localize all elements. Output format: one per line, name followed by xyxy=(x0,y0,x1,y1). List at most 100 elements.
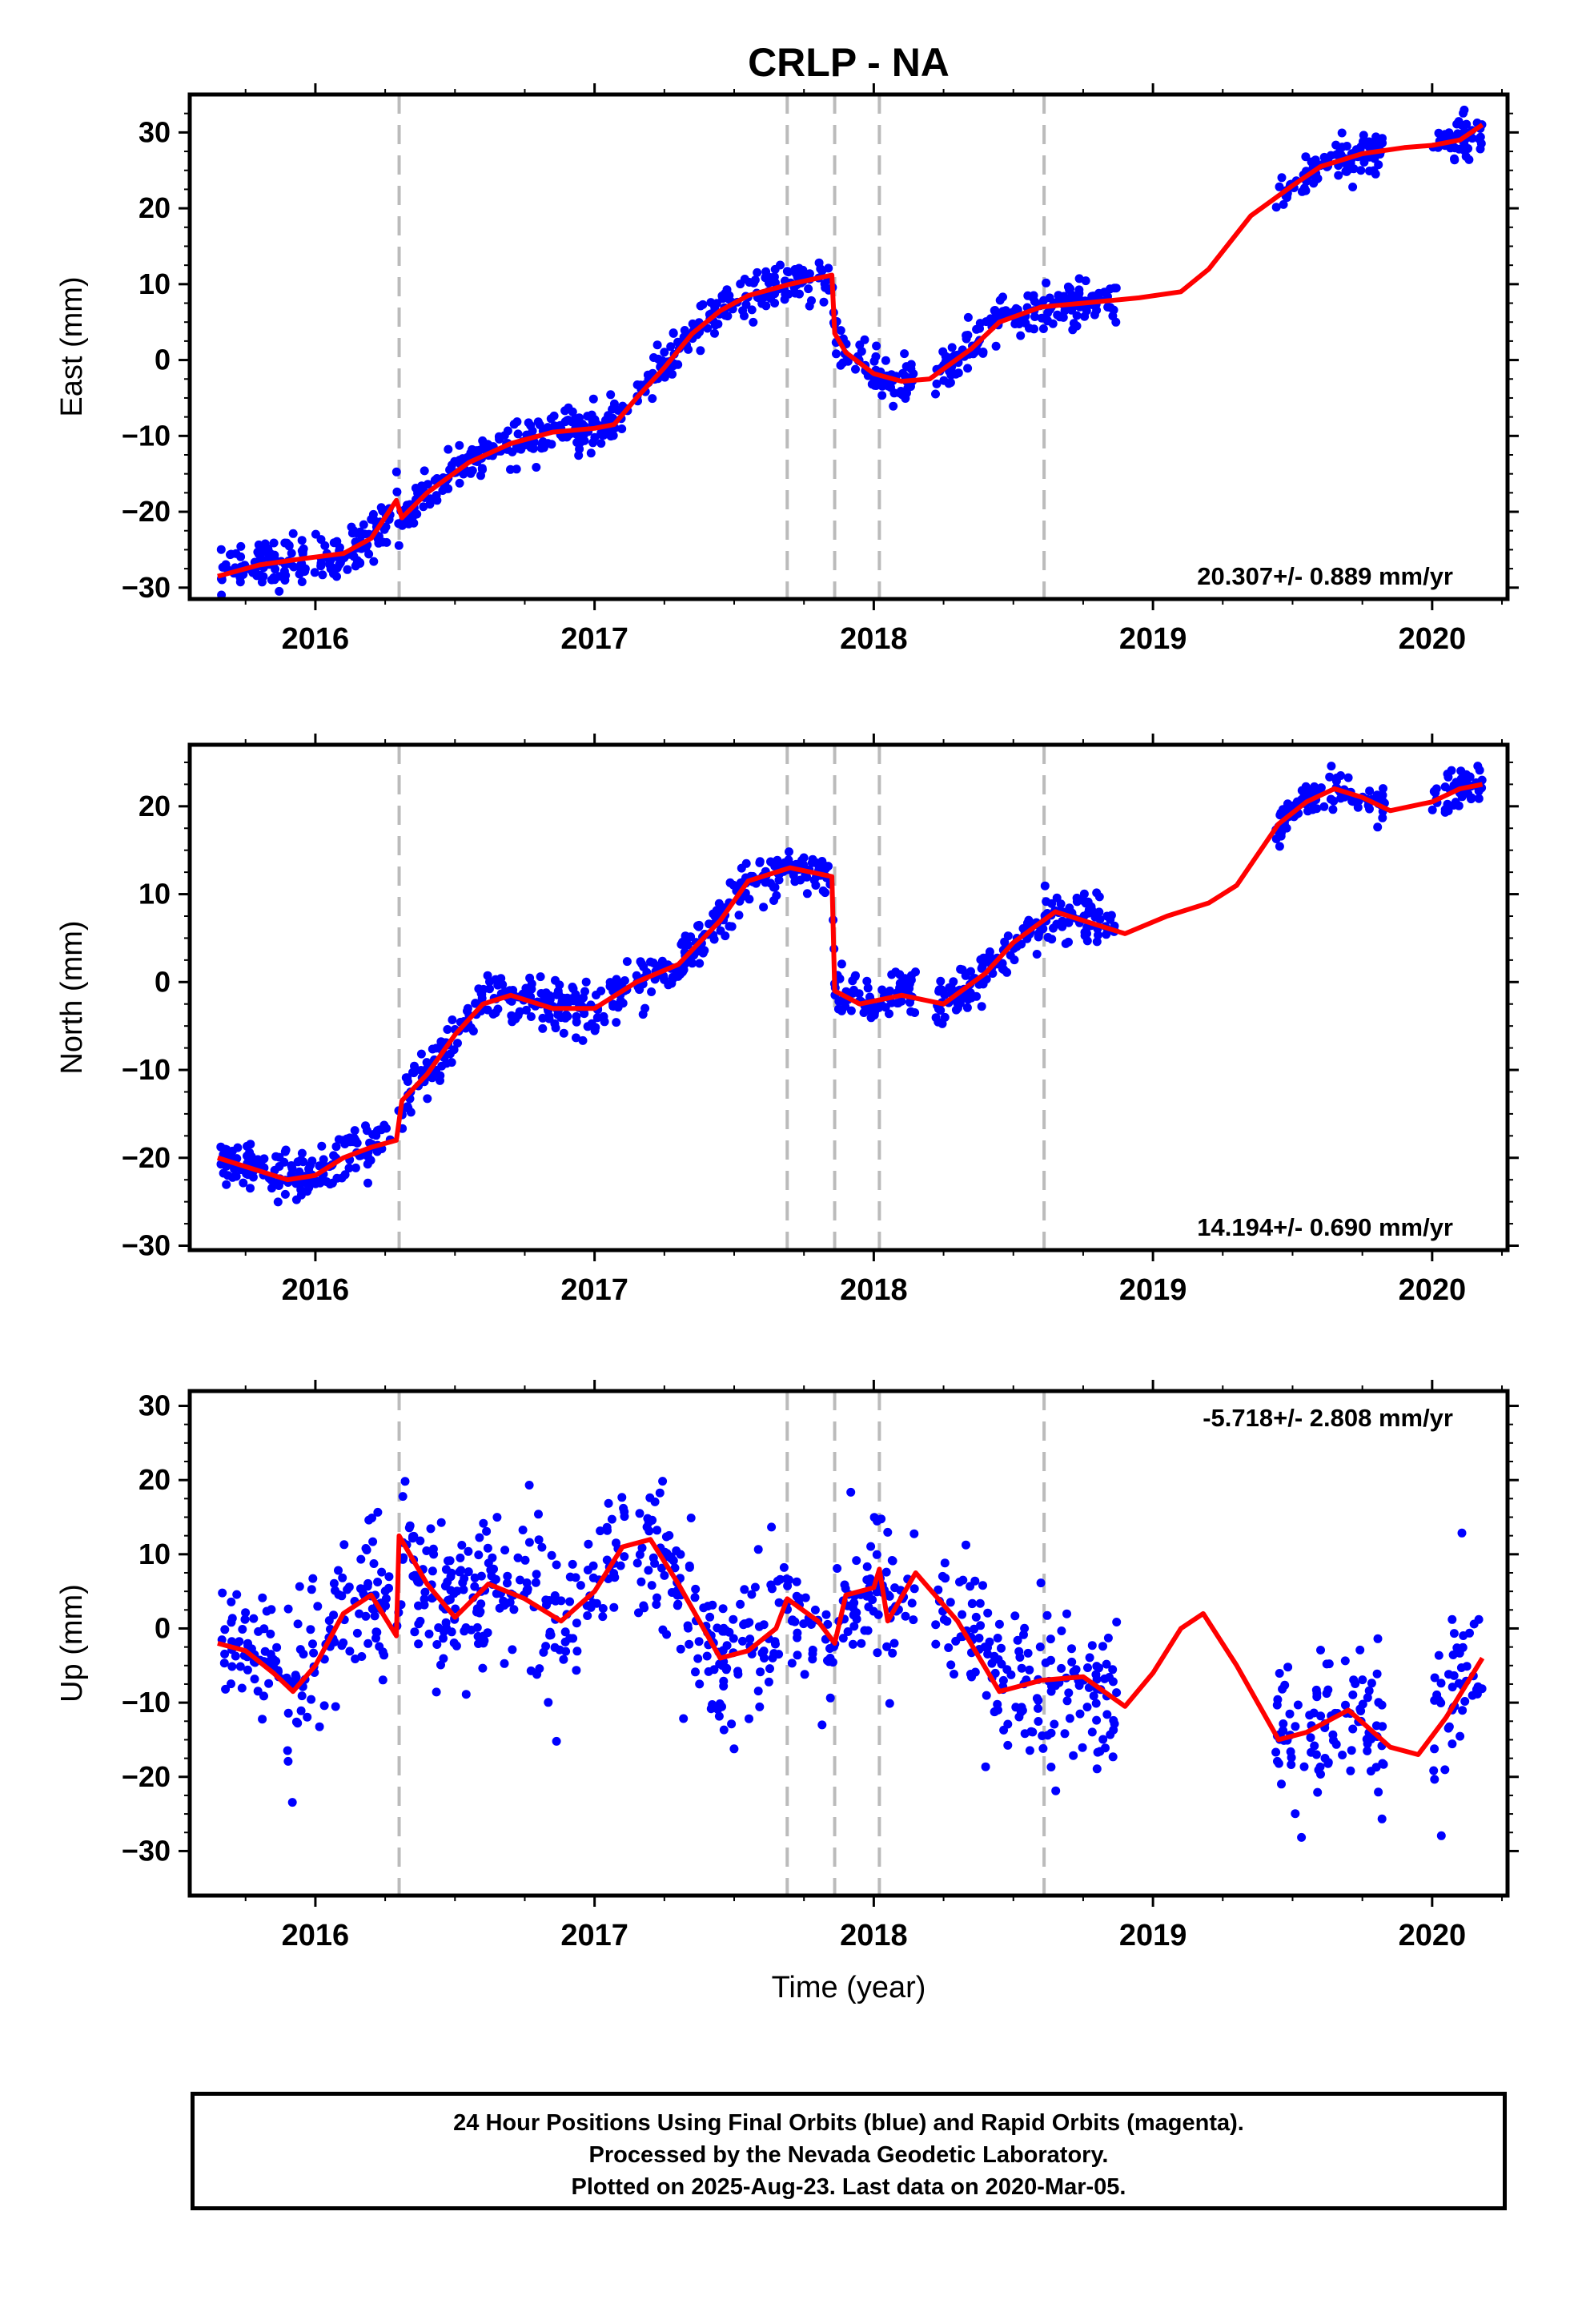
data-point xyxy=(439,1634,448,1643)
data-point xyxy=(370,1611,379,1621)
data-point xyxy=(536,972,545,982)
data-point xyxy=(715,1659,725,1669)
rate-label: 20.307+/- 0.889 mm/yr xyxy=(1197,562,1453,590)
data-point xyxy=(424,1629,434,1638)
data-point xyxy=(606,390,616,400)
y-tick-label: 0 xyxy=(155,344,171,376)
data-point xyxy=(1443,770,1452,778)
data-point xyxy=(931,389,940,399)
data-point xyxy=(363,1160,372,1169)
data-point xyxy=(235,577,245,587)
data-point xyxy=(308,1574,318,1583)
data-point xyxy=(572,1647,582,1656)
data-point xyxy=(837,959,846,969)
data-point xyxy=(478,464,487,474)
data-point xyxy=(1016,331,1026,340)
data-point xyxy=(583,1022,592,1031)
data-point xyxy=(909,1615,918,1625)
data-point xyxy=(459,469,468,479)
data-point xyxy=(895,970,905,979)
data-point xyxy=(745,895,754,904)
data-point xyxy=(638,1010,648,1019)
data-point xyxy=(1375,793,1384,802)
data-point xyxy=(604,411,613,420)
data-point xyxy=(1460,1697,1470,1706)
data-point xyxy=(378,1675,387,1685)
data-point xyxy=(982,1691,991,1700)
data-point xyxy=(246,1140,255,1149)
data-point xyxy=(1329,796,1339,806)
data-point xyxy=(936,976,946,986)
data-point xyxy=(821,888,830,898)
data-point xyxy=(227,1146,237,1156)
data-point xyxy=(1300,186,1310,195)
data-point xyxy=(581,977,591,987)
data-point xyxy=(695,959,705,968)
data-point xyxy=(426,1524,436,1534)
data-point xyxy=(725,1627,734,1637)
data-point xyxy=(1450,154,1459,163)
data-point xyxy=(1081,276,1090,286)
data-point xyxy=(1038,324,1048,333)
data-point xyxy=(805,301,814,311)
data-point xyxy=(1014,1712,1024,1722)
data-point xyxy=(836,326,845,336)
data-point xyxy=(1331,776,1341,786)
data-point xyxy=(849,985,858,995)
data-point xyxy=(863,1626,873,1635)
data-point xyxy=(1363,1746,1372,1755)
data-point xyxy=(688,959,697,968)
data-point xyxy=(223,1171,232,1180)
data-point xyxy=(670,1563,680,1573)
data-point xyxy=(993,310,1002,320)
data-point xyxy=(1092,1764,1102,1774)
data-point xyxy=(1340,1656,1350,1666)
data-point xyxy=(331,1142,341,1152)
data-point xyxy=(1449,1629,1459,1638)
data-point xyxy=(1072,311,1082,320)
data-point xyxy=(1112,1688,1122,1698)
data-point xyxy=(784,267,793,277)
data-point xyxy=(1346,1766,1355,1775)
data-point xyxy=(1051,1786,1061,1795)
data-point xyxy=(1043,308,1053,318)
data-point xyxy=(1080,312,1090,321)
data-point xyxy=(1364,1686,1374,1695)
data-point xyxy=(1108,1677,1118,1687)
data-point xyxy=(810,1605,820,1614)
data-point xyxy=(583,412,592,421)
data-point xyxy=(238,1625,247,1634)
data-point xyxy=(501,1598,511,1608)
rate-label: 14.194+/- 0.690 mm/yr xyxy=(1197,1213,1453,1241)
data-point xyxy=(381,1601,390,1610)
data-point xyxy=(329,1151,339,1160)
data-point xyxy=(1026,1727,1036,1736)
data-point xyxy=(260,539,270,549)
data-point xyxy=(1105,912,1114,922)
data-point xyxy=(416,1049,426,1059)
data-point xyxy=(319,1701,329,1711)
data-point xyxy=(368,1537,378,1546)
data-point xyxy=(747,305,757,315)
data-point xyxy=(869,1606,878,1616)
data-point xyxy=(1443,1723,1453,1733)
data-point xyxy=(1312,1689,1322,1698)
data-point xyxy=(1084,1683,1094,1692)
data-point xyxy=(819,297,829,307)
data-point xyxy=(573,418,582,428)
data-point xyxy=(327,1178,337,1188)
data-point xyxy=(1109,1715,1118,1725)
data-point xyxy=(588,1573,598,1582)
data-point xyxy=(414,1639,424,1649)
data-point xyxy=(578,1035,588,1045)
data-point xyxy=(572,1017,581,1027)
data-point xyxy=(1017,1703,1026,1712)
data-point xyxy=(901,1611,910,1621)
data-point xyxy=(1358,1675,1367,1685)
data-point xyxy=(932,379,942,388)
data-point xyxy=(607,1514,616,1524)
data-point xyxy=(297,1148,307,1158)
data-point xyxy=(284,541,294,551)
data-point xyxy=(531,1578,540,1587)
